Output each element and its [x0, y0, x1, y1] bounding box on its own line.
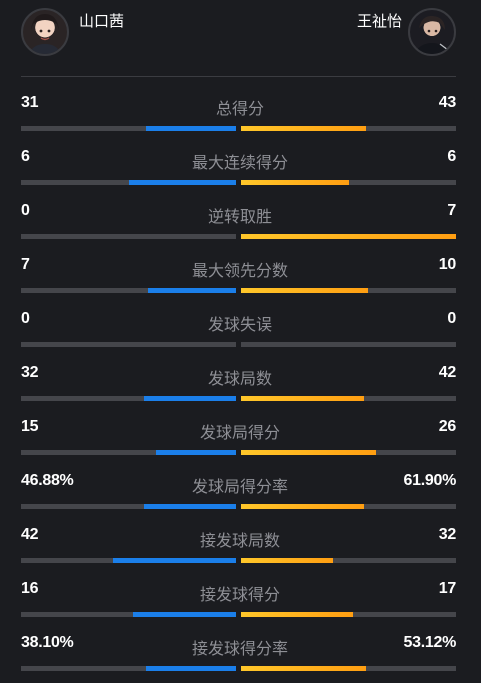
stat-right-bar-track — [241, 612, 456, 617]
stat-left-value: 16 — [21, 580, 39, 597]
stat-label: 接发球得分率 — [191, 639, 288, 658]
stat-right-bar-track — [241, 558, 456, 563]
stat-right-bar-fill — [241, 180, 349, 185]
stat-left-value: 42 — [21, 526, 39, 543]
stat-right-value: 10 — [438, 256, 457, 273]
player-left-avatar[interactable] — [21, 8, 69, 56]
stat-left-bar-track — [21, 504, 236, 509]
stat-left-bar-fill — [128, 180, 236, 185]
stat-label: 接发球局数 — [199, 531, 280, 550]
stat-left-bar-track — [21, 126, 236, 131]
stat-row: 0 发球失误 0 — [0, 299, 481, 353]
player-left-portrait-icon — [29, 14, 61, 54]
player-right-portrait-icon — [414, 15, 450, 54]
stat-row: 42 接发球局数 32 — [0, 515, 481, 569]
stat-row: 46.88% 发球局得分率 61.90% — [0, 461, 481, 515]
stat-right-value: 32 — [438, 526, 457, 543]
stat-left-bar-fill — [113, 558, 236, 563]
stat-right-bar-fill — [241, 558, 334, 563]
stat-right-bar-track — [241, 126, 456, 131]
stat-right-value: 17 — [438, 580, 457, 597]
stat-right-bar-track — [241, 234, 456, 239]
stat-right-value: 53.12% — [403, 634, 457, 651]
player-right-name[interactable]: 王祉怡 — [356, 12, 402, 30]
stat-left-value: 46.88% — [21, 472, 74, 489]
stat-right-bar-track — [241, 666, 456, 671]
stat-right-bar-fill — [241, 450, 377, 455]
stat-left-value: 32 — [21, 364, 39, 381]
stat-right-value: 43 — [438, 94, 457, 111]
stat-label: 最大连续得分 — [191, 153, 288, 172]
stat-left-value: 38.10% — [21, 634, 74, 651]
stat-left-bar-fill — [143, 504, 236, 509]
stat-left-value: 6 — [21, 148, 30, 165]
stat-label: 总得分 — [215, 99, 264, 118]
stat-right-bar-track — [241, 450, 456, 455]
stat-label: 发球局得分 — [199, 423, 280, 442]
stat-row: 6 最大连续得分 6 — [0, 137, 481, 191]
stat-row: 38.10% 接发球得分率 53.12% — [0, 623, 481, 677]
stat-right-value: 6 — [447, 148, 456, 165]
stat-row: 16 接发球得分 17 — [0, 569, 481, 623]
stat-left-bar-track — [21, 450, 236, 455]
stat-label: 发球失误 — [207, 315, 272, 334]
stat-row: 0 逆转取胜 7 — [0, 191, 481, 245]
stat-right-bar-track — [241, 504, 456, 509]
stat-left-bar-track — [21, 342, 236, 347]
stat-right-value: 0 — [447, 310, 456, 327]
stat-right-bar-track — [241, 180, 456, 185]
stat-right-value: 42 — [438, 364, 457, 381]
stat-right-bar-fill — [241, 234, 456, 239]
header-divider — [21, 76, 456, 77]
stat-right-bar-fill — [241, 504, 364, 509]
stat-right-value: 7 — [447, 202, 456, 219]
stat-left-bar-track — [21, 612, 236, 617]
stat-right-value: 26 — [438, 418, 457, 435]
stat-label: 发球局得分率 — [191, 477, 288, 496]
match-header: 山口茜 王祉怡 — [0, 0, 481, 76]
stat-label: 发球局数 — [207, 369, 272, 388]
stat-left-value: 15 — [21, 418, 39, 435]
stat-label: 接发球得分 — [199, 585, 280, 604]
stat-left-bar-fill — [145, 666, 236, 671]
stat-row: 32 发球局数 42 — [0, 353, 481, 407]
stat-left-bar-track — [21, 234, 236, 239]
player-left-name[interactable]: 山口茜 — [79, 12, 125, 30]
stat-right-bar-track — [241, 396, 456, 401]
stat-left-value: 7 — [21, 256, 30, 273]
stat-right-bar-track — [241, 288, 456, 293]
stat-left-bar-fill — [156, 450, 236, 455]
stat-row: 7 最大领先分数 10 — [0, 245, 481, 299]
stat-row: 15 发球局得分 26 — [0, 407, 481, 461]
stat-right-bar-fill — [241, 396, 364, 401]
stats-list: 31 总得分 43 6 最大连续得分 6 0 逆转取胜 7 7 最大领先分数 10 0 发球失误 0 32 发球… — [0, 83, 481, 677]
stat-row: 31 总得分 43 — [0, 83, 481, 137]
stat-left-bar-track — [21, 666, 236, 671]
stat-left-value: 0 — [21, 202, 30, 219]
stat-left-value: 0 — [21, 310, 30, 327]
stat-right-bar-fill — [241, 666, 366, 671]
stat-left-bar-fill — [145, 126, 236, 131]
stat-label: 最大领先分数 — [191, 261, 288, 280]
stat-left-bar-track — [21, 288, 236, 293]
player-right-avatar[interactable] — [408, 8, 456, 56]
stat-right-bar-fill — [241, 126, 366, 131]
stat-right-value: 61.90% — [403, 472, 457, 489]
stat-left-bar-track — [21, 396, 236, 401]
stat-right-bar-track — [241, 342, 456, 347]
stat-left-value: 31 — [21, 94, 39, 111]
stat-left-bar-fill — [132, 612, 236, 617]
stat-right-bar-fill — [241, 612, 353, 617]
stat-right-bar-fill — [241, 288, 368, 293]
stat-left-bar-track — [21, 558, 236, 563]
stat-left-bar-track — [21, 180, 236, 185]
stat-left-bar-fill — [143, 396, 236, 401]
stat-left-bar-fill — [147, 288, 236, 293]
stat-label: 逆转取胜 — [207, 207, 272, 226]
